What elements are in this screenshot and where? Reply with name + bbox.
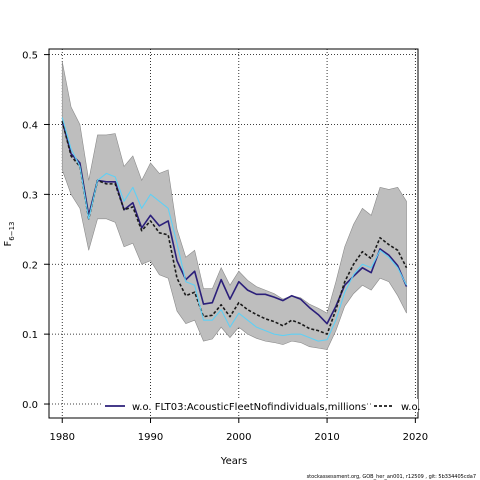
plot-frame <box>48 48 419 419</box>
legend-label: w.o. <box>401 402 421 413</box>
y-tick-label: 0.3 <box>22 190 38 201</box>
y-tick-label: 0.5 <box>22 51 38 62</box>
x-axis: 1980 1990 2000 2010 2020 <box>50 418 428 443</box>
y-tick-label: 0.4 <box>22 120 38 131</box>
series-line-2 <box>61 120 408 335</box>
series-layer <box>61 117 408 342</box>
footer-text: stockassessment.org, GOB_her_an001, r125… <box>307 474 476 480</box>
legend: w.o. FLT03:AcousticFleetNofindividuals,m… <box>103 399 421 413</box>
y-tick-label: 0.0 <box>22 400 38 411</box>
x-tick-label: 2010 <box>314 432 339 443</box>
x-tick-label: 1980 <box>50 432 75 443</box>
legend-entry-bg <box>372 399 418 413</box>
x-tick-label: 1990 <box>138 432 163 443</box>
legend-entry-bg <box>103 399 365 413</box>
confidence-band <box>61 61 407 350</box>
y-tick-label: 0.2 <box>22 260 38 271</box>
x-tick-label: 2000 <box>226 432 251 443</box>
y-axis-label-main: F <box>3 241 14 247</box>
svg-text:F6−13: F6−13 <box>3 222 16 247</box>
x-axis-label: Years <box>220 456 247 467</box>
legend-label: w.o. FLT03:AcousticFleetNofindividuals,m… <box>132 402 366 413</box>
y-axis-label-sub: 6−13 <box>8 222 16 241</box>
y-tick-label: 0.1 <box>22 330 38 341</box>
x-tick-label: 2020 <box>403 432 428 443</box>
confidence-band-layer <box>61 61 407 350</box>
y-axis-label: F6−13 <box>3 222 16 247</box>
plot-area: w.o. FLT03:AcousticFleetNofindividuals,m… <box>48 48 421 419</box>
series-line-1 <box>61 120 408 325</box>
series-line-3 <box>61 117 408 342</box>
y-axis: 0.0 0.1 0.2 0.3 0.4 0.5 <box>22 51 49 411</box>
